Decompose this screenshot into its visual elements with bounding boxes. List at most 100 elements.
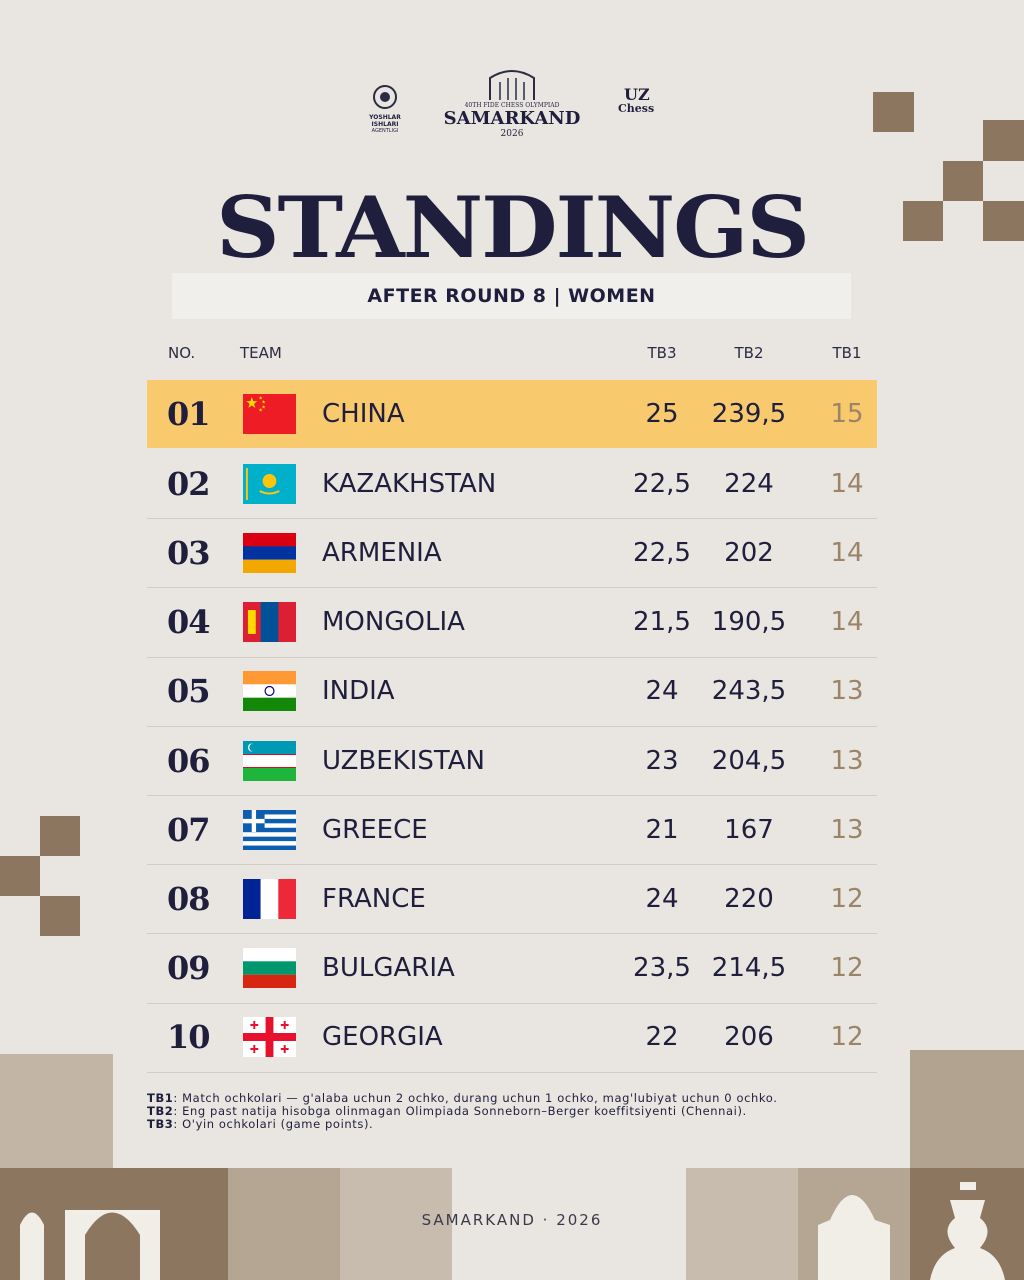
flag-shape [243, 961, 296, 975]
footer: SAMARKAND · 2026 [421, 1211, 603, 1229]
building-silhouette [818, 1195, 890, 1280]
rank: 09 [167, 949, 211, 988]
flag [243, 948, 296, 989]
flag-shape [243, 740, 296, 754]
tb-value: 220 [724, 883, 774, 914]
flag-shape [253, 1045, 256, 1054]
agency-logo: YOSHLAR ISHLARI AGENTLIGI [355, 84, 415, 134]
tb-value: 214,5 [711, 953, 787, 984]
flag-shape [243, 532, 296, 547]
table-row: 08 FRANCE 24 220 12 [147, 864, 877, 935]
flag-shape [243, 974, 296, 989]
tb-value: 15 [830, 399, 864, 429]
tb-value: 167 [724, 814, 774, 845]
tb-value: 14 [830, 537, 864, 568]
tb-value: 21,5 [633, 607, 691, 638]
team-name: GREECE [322, 814, 428, 845]
flag-shape [243, 878, 261, 919]
flag [243, 1017, 296, 1058]
column-header: TB3 [647, 344, 677, 362]
note-text: : Eng past natija hisobga olinmagan Olim… [173, 1104, 747, 1118]
emblem-ring [373, 85, 397, 109]
column-header: TB1 [832, 344, 862, 362]
tb-value: 22,5 [633, 468, 691, 499]
flag-shape [243, 831, 296, 837]
note-text: : O'yin ochkolari (game points). [173, 1117, 374, 1131]
rank: 05 [167, 672, 211, 711]
notes: TB1: Match ochkolari — g'alaba uchun 2 o… [147, 1092, 777, 1131]
skyline [0, 1050, 1024, 1280]
olympiad-event: 40TH FIDE CHESS OLYMPIAD [464, 102, 560, 109]
flag-shape [243, 753, 296, 755]
rank: 04 [167, 603, 211, 642]
table-row: 10 GEORGIA 22 206 12 [147, 1003, 877, 1073]
table-row: 03 ARMENIA 22,5 202 14 [147, 518, 877, 589]
deco-square [903, 201, 943, 241]
flag-shape [261, 400, 266, 404]
deco-square [983, 201, 1024, 241]
flag [243, 394, 296, 434]
emblem [373, 85, 397, 109]
tb-value: 25 [645, 399, 679, 429]
flag-shape [243, 766, 296, 768]
tb-value: 24 [645, 676, 679, 707]
flag-shape [243, 814, 296, 819]
arch [489, 70, 535, 100]
flag [243, 809, 296, 850]
chess-king [930, 1182, 1005, 1280]
flag-shape [262, 473, 277, 488]
table-row: 01 CHINA 25 239,5 15 [147, 380, 877, 448]
federation-name: Chess [618, 102, 655, 115]
note-label: TB2 [147, 1104, 174, 1118]
rank: 07 [167, 810, 211, 849]
flag [243, 532, 296, 573]
tb-value: 12 [830, 953, 864, 984]
agency-name: YOSHLAR ISHLARI [369, 114, 401, 128]
flag-shape [253, 1021, 256, 1030]
flag-shape [258, 408, 263, 412]
flag [243, 671, 296, 712]
flag [243, 740, 296, 781]
tb-value: 239,5 [711, 399, 787, 429]
flag-shape [243, 818, 265, 823]
note: TB2: Eng past natija hisobga olinmagan O… [147, 1105, 777, 1118]
tb-value: 23,5 [633, 953, 691, 984]
rank: 06 [167, 741, 211, 780]
tb-value: 23 [645, 745, 679, 776]
rank: 01 [167, 395, 211, 433]
table-row: 05 INDIA 24 243,5 13 [147, 657, 877, 727]
column-header: NO. [168, 344, 196, 362]
note: TB1: Match ochkolari — g'alaba uchun 2 o… [147, 1092, 777, 1105]
flag-shape [260, 602, 279, 643]
rank: 10 [167, 1018, 211, 1057]
table-row: 04 MONGOLIA 21,5 190,5 14 [147, 588, 877, 658]
flag-shape [243, 1033, 296, 1042]
column-header: TB2 [734, 344, 764, 362]
flag-shape [261, 405, 266, 409]
tb-value: 13 [830, 676, 864, 707]
deco-square [0, 856, 40, 896]
flag-shape [246, 397, 258, 408]
federation-name: UZ [624, 85, 650, 104]
flag-shape [249, 743, 258, 751]
tb-value: 24 [645, 883, 679, 914]
deco-square [873, 92, 914, 132]
flag-shape [283, 1021, 286, 1030]
tb-value: 14 [830, 468, 864, 499]
note-text: : Match ochkolari — g'alaba uchun 2 ochk… [173, 1091, 778, 1105]
deco-square [40, 896, 80, 936]
subtitle: AFTER ROUND 8 | WOMEN [172, 273, 851, 319]
team-name: MONGOLIA [322, 607, 465, 638]
flag-shape [243, 840, 296, 846]
column-header: TEAM [240, 344, 282, 362]
olympiad-year: 2026 [500, 129, 524, 139]
flag-shape [247, 610, 256, 635]
tb-value: 12 [830, 1022, 864, 1053]
flag-shape [245, 467, 248, 500]
flag-shape [243, 823, 296, 828]
building-silhouette [20, 1210, 160, 1280]
tb-value: 190,5 [711, 607, 787, 638]
tb-value: 22 [645, 1022, 679, 1053]
